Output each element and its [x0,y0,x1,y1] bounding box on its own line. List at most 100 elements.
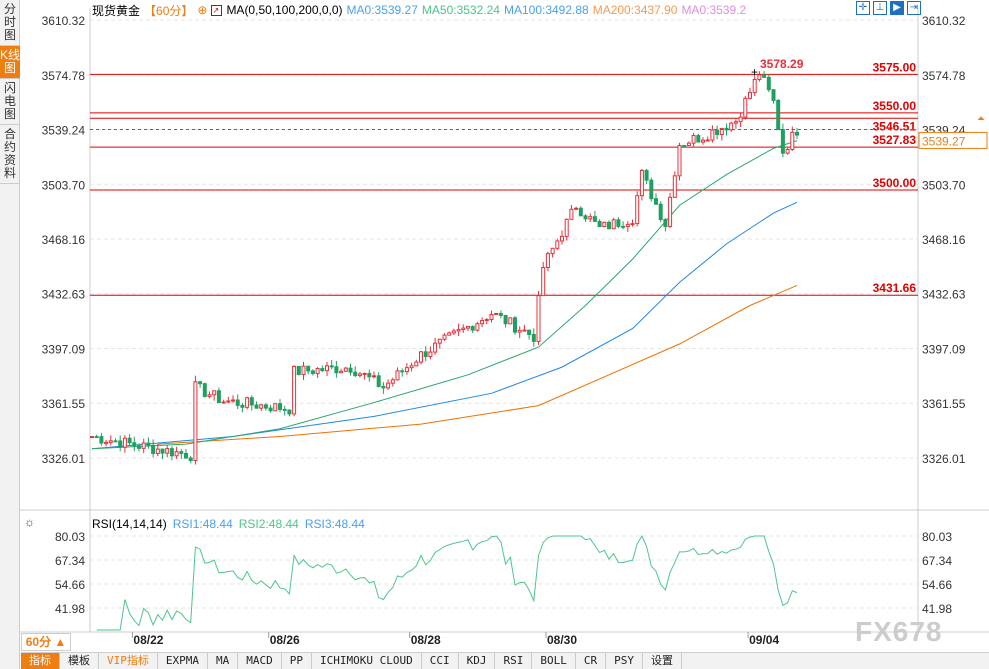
candle [419,351,423,363]
candle [146,442,151,446]
candle [466,325,470,329]
ma50-line [91,140,798,450]
tab-contract-info[interactable]: 合约资料 [0,125,20,184]
candle [184,452,188,459]
price-tick-left: 3468.16 [42,233,86,247]
horizontal-line-label: 3550.00 [873,99,917,113]
candle [658,203,663,221]
candle [90,436,94,439]
indicator-tab[interactable]: 模板 [60,653,99,669]
candle [245,397,250,408]
tab-kline[interactable]: K线图 [0,46,20,79]
candle [353,371,358,377]
candle [771,89,776,101]
candle [174,451,179,457]
candle [733,121,738,124]
ma100-line [91,201,798,450]
candle [447,332,452,336]
crosshair-icon[interactable]: ⊕ [197,3,208,17]
indicator-tab[interactable]: MA [208,653,239,669]
candle [757,74,762,80]
candle [644,169,649,181]
candle [536,295,541,342]
zoom-range-icon[interactable]: ⊥ [873,1,887,15]
draw-tool-icon[interactable]: ▶ [890,1,904,15]
date-tick: 09/04 [749,633,780,647]
candle [249,397,254,406]
candle [611,219,616,230]
indicator-tab[interactable]: ICHIMOKU CLOUD [312,653,422,669]
candle [668,196,673,228]
candle [710,129,715,141]
candle [578,207,583,217]
candle [503,314,508,325]
ma50-value: MA50:3532.24 [421,3,500,17]
candle [268,407,273,412]
ma0-value: MA0:3539.27 [346,3,418,17]
price-alert-icon: ⏶ [977,113,985,124]
price-tick-left: 3397.09 [42,342,86,356]
rsi2-value: RSI2:48.44 [238,517,299,531]
candle [785,148,790,154]
candle [696,135,701,143]
indicator-tab[interactable]: MACD [238,653,282,669]
indicator-tab[interactable]: 设置 [643,653,682,669]
candle [400,370,405,373]
candle [663,219,668,228]
indicator-tab[interactable]: PSY [606,653,643,669]
candle [212,390,217,396]
candle [306,365,311,372]
candle [729,122,734,131]
indicator-tab[interactable]: KDJ [459,653,496,669]
indicator-tab[interactable]: RSI [495,653,533,669]
indicator-tab[interactable]: CCI [422,653,459,669]
candle [282,408,287,411]
candle [691,135,696,144]
rsi-settings-icon[interactable]: ☼ [24,515,35,529]
candle [315,368,320,374]
period-label[interactable]: 【60分】 [144,3,194,18]
candle [719,127,724,136]
price-tick-right: 3361.55 [922,397,966,411]
tab-flash[interactable]: 闪电图 [0,79,20,125]
scroll-end-icon[interactable]: ⇥ [907,1,921,15]
crosshair-tool-icon[interactable]: ✛ [856,1,870,15]
indicator-tab[interactable]: EXPMA [158,653,208,669]
indicator-tab[interactable]: CR [576,653,607,669]
rsi-tick-left: 41.98 [55,602,85,616]
candle [550,247,555,255]
candle [287,409,292,415]
candle [776,99,781,131]
period-selector[interactable]: 60分 ▲ [21,633,71,651]
ma-settings-icon[interactable]: ↗ [211,4,223,16]
date-tick: 08/22 [133,633,164,647]
indicator-tab[interactable]: 指标 [21,653,60,669]
horizontal-line-label: 3500.00 [873,176,917,190]
candle [334,366,339,374]
candle [602,221,607,227]
candle [226,400,231,403]
ma200-value: MA200:3437.90 [592,3,678,17]
price-tick-left: 3574.78 [42,69,86,83]
tab-timeshare[interactable]: 分时图 [0,0,20,46]
candle [743,97,748,118]
candle [531,333,536,342]
candle [362,372,367,375]
candle [752,78,757,94]
candle [240,404,245,408]
indicator-tab[interactable]: BOLL [532,653,576,669]
candle [118,440,123,448]
candle [489,314,494,320]
candle [470,325,475,331]
candle [766,76,771,91]
price-tick-left: 3361.55 [42,397,86,411]
indicator-tab[interactable]: VIP指标 [99,653,158,669]
candle [376,375,381,387]
price-tick-left: 3326.01 [42,452,86,466]
indicator-tab[interactable]: PP [282,653,312,669]
candle [527,329,532,335]
candle [513,317,517,333]
candle [296,365,301,376]
high-price-label: 3578.29 [760,57,804,71]
